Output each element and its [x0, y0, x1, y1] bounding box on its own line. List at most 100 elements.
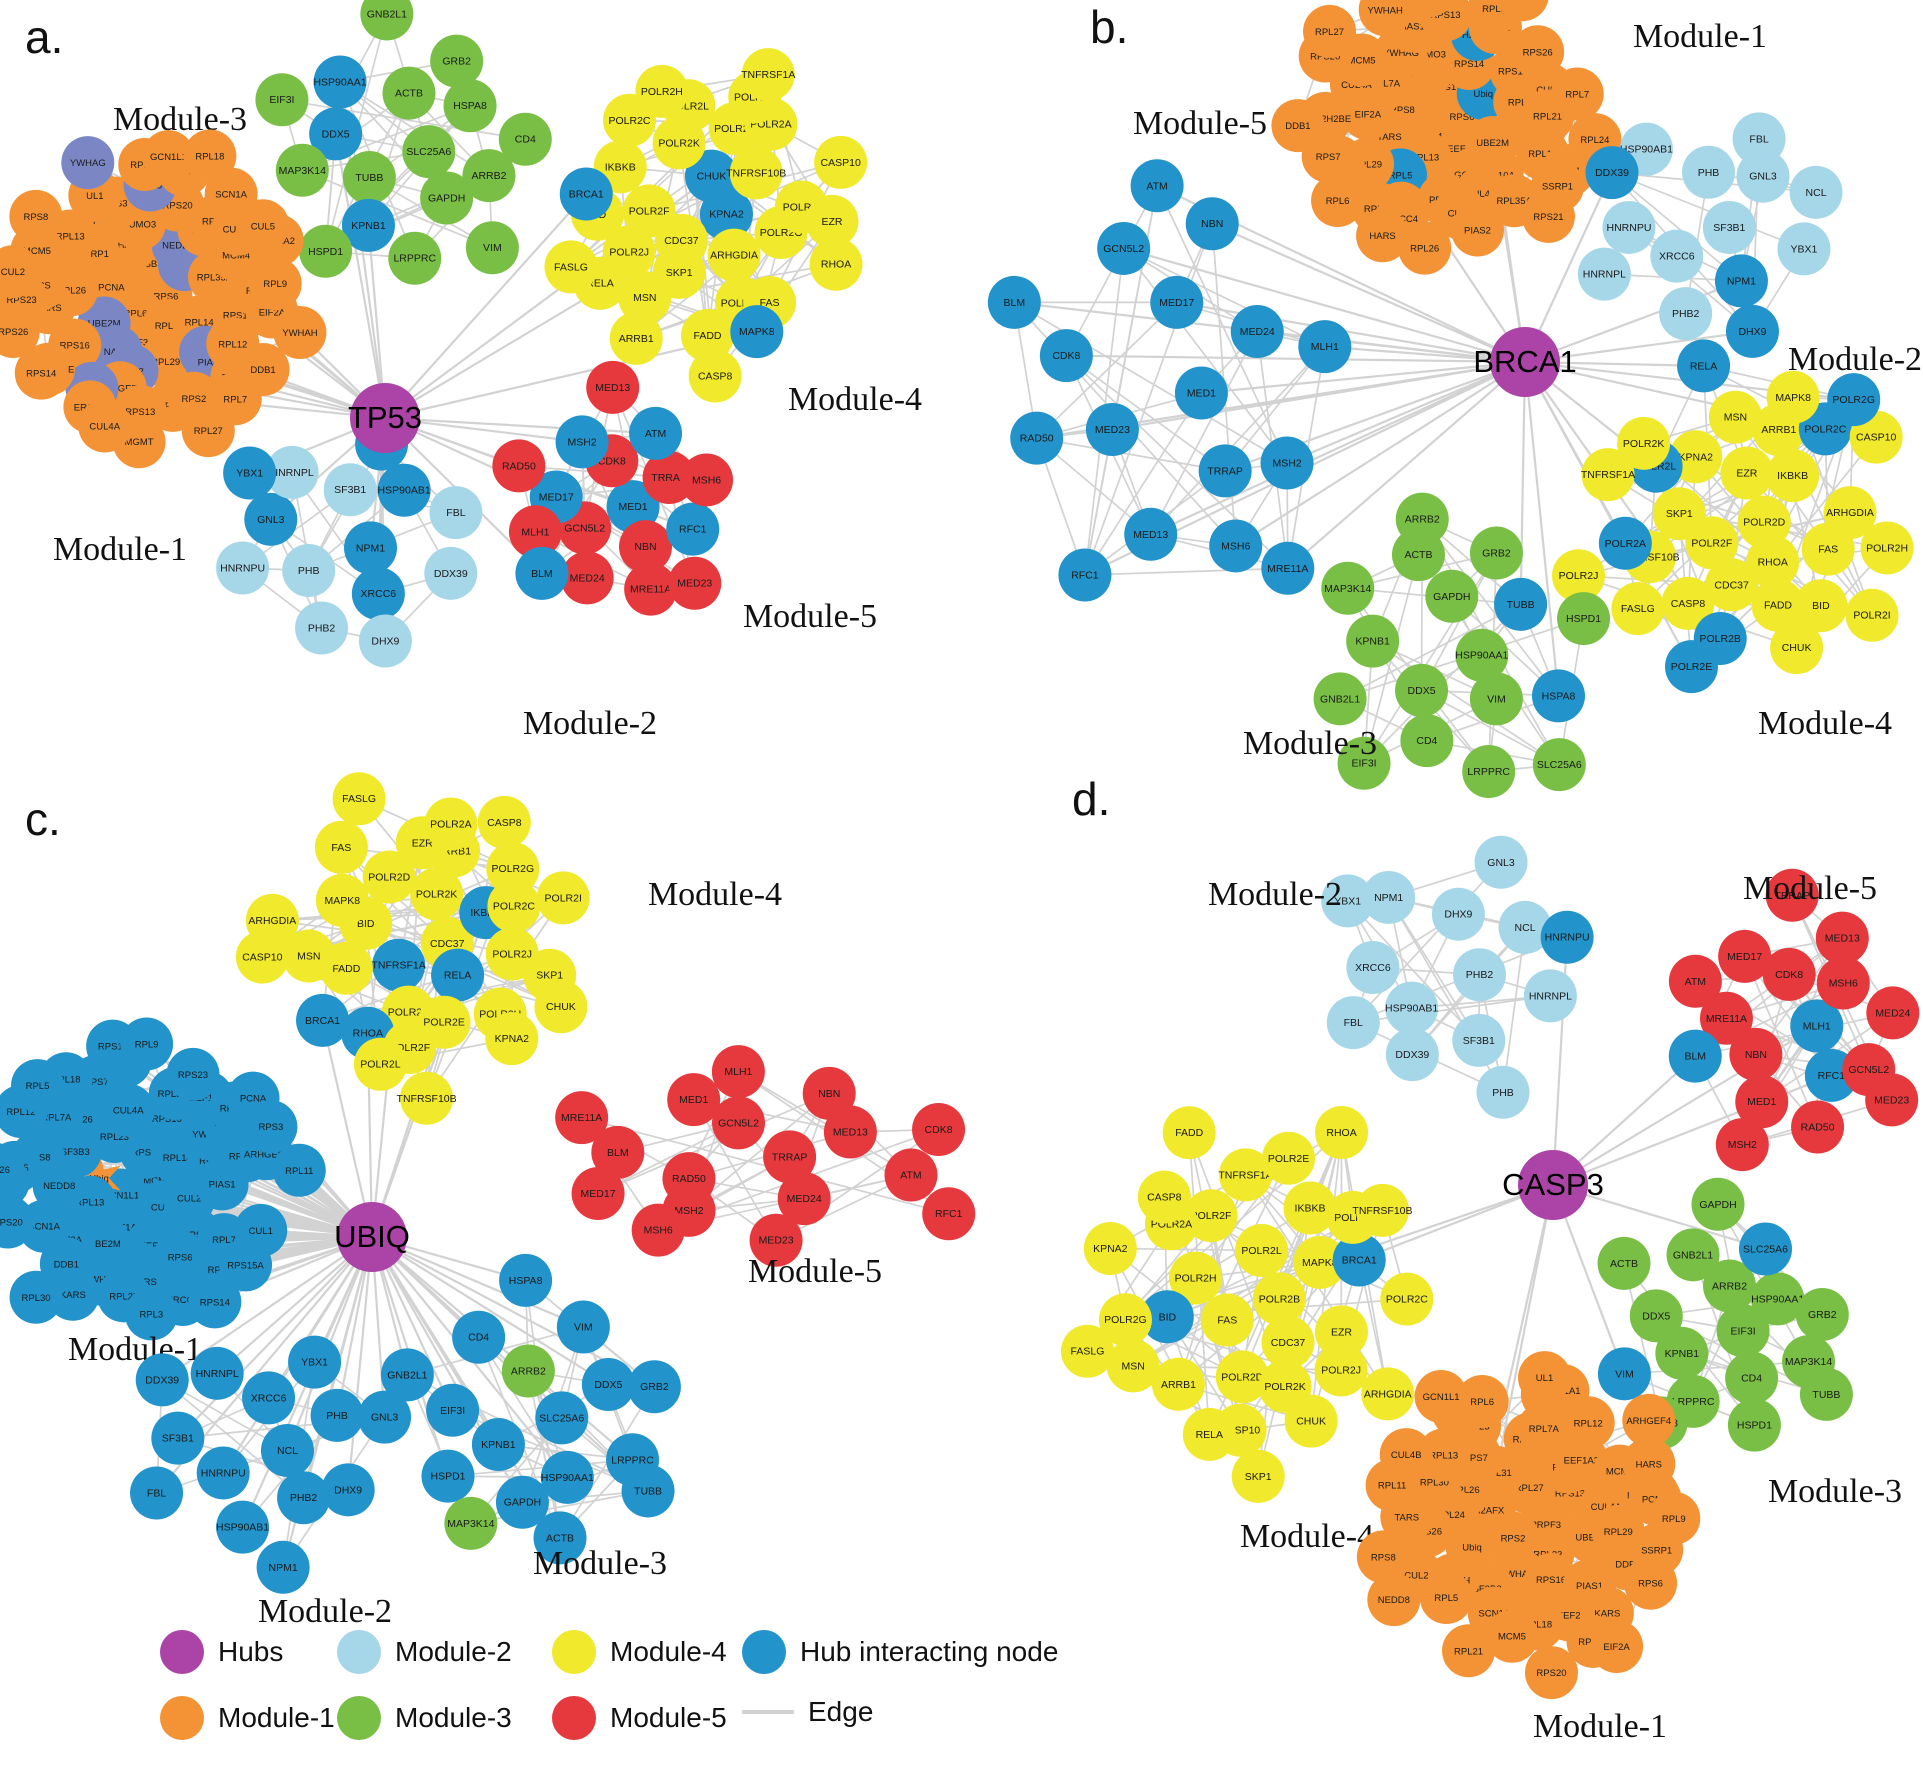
node-RPL9 [248, 257, 302, 311]
node-FASLG [1611, 582, 1665, 636]
node-MLH1 [711, 1045, 765, 1099]
edge [1013, 301, 1288, 464]
node-MED23 [668, 556, 722, 610]
node-GNB2L1 [360, 0, 414, 41]
node-LRPPRC [388, 231, 442, 285]
node-MSH2 [1260, 436, 1314, 490]
node-HSP90AB1 [377, 463, 431, 517]
node-FBL [1326, 996, 1380, 1050]
node-MSN [282, 929, 336, 983]
node-GRB2 [1469, 526, 1523, 580]
node-NBN [802, 1066, 856, 1120]
node-NBN [1185, 197, 1239, 251]
node-RHOA [809, 237, 863, 291]
hub-node-UBIQ [337, 1202, 407, 1272]
node-NEDD8 [1367, 1573, 1421, 1627]
node-NCL [1789, 165, 1843, 219]
edge [1065, 354, 1226, 472]
module-label-Module-1: Module-1 [1533, 1708, 1667, 1745]
node-ARHGDIA [707, 228, 761, 282]
legend-swatch-module5 [552, 1696, 596, 1740]
legend-edge-line [742, 1710, 794, 1714]
edge [1339, 603, 1522, 700]
node-RELA [1677, 339, 1731, 393]
node-MED17 [1718, 929, 1772, 983]
node-FASLG [1060, 1324, 1114, 1378]
node-KPNB1 [1655, 1326, 1709, 1380]
node-POLR2I [536, 871, 590, 925]
node-FBL [130, 1466, 184, 1520]
node-FADD [1751, 578, 1805, 632]
node-MED13 [823, 1105, 877, 1159]
node-RPS3 [244, 1100, 298, 1154]
node-MSH2 [1715, 1118, 1769, 1172]
edge [1387, 896, 1480, 1041]
node-MCM5 [1485, 1609, 1539, 1663]
node-RPL11 [272, 1143, 326, 1197]
node-NPM1 [1362, 870, 1416, 924]
hub-edge [1176, 301, 1526, 364]
node-DHX9 [358, 614, 412, 668]
node-SLC25A6 [1739, 1222, 1793, 1276]
node-RPL27 [1303, 4, 1357, 58]
node-RPL5 [11, 1059, 65, 1113]
node-HNRNPU [1540, 910, 1594, 964]
node-HSP90AA1 [1751, 1272, 1805, 1326]
node-TRRAP [1765, 868, 1819, 922]
node-TNFRSF1A [1581, 448, 1635, 502]
node-CDC37 [1261, 1315, 1315, 1369]
node-HARS [1356, 209, 1410, 263]
node-TUBB [1799, 1367, 1853, 1421]
node-MED1 [1174, 366, 1228, 420]
node-POLR2K [1617, 416, 1671, 470]
module-label-Module-1: Module-1 [53, 531, 187, 568]
node-MLH1 [508, 505, 562, 559]
node-BID [1794, 579, 1848, 633]
node-YWHAH [273, 305, 327, 359]
edge [527, 1370, 561, 1539]
hub-edge [347, 1236, 374, 1490]
node-EZR [1720, 446, 1774, 500]
hub-node-BRCA1 [1490, 327, 1560, 397]
edge [470, 1490, 649, 1525]
node-MSH2 [555, 415, 609, 469]
node-ARRB1 [1151, 1357, 1205, 1411]
node-MAPK8 [730, 305, 784, 359]
node-CASP8 [688, 349, 742, 403]
node-PHB2 [277, 1471, 331, 1525]
node-MED24 [560, 551, 614, 605]
node-LRPPRC [1462, 745, 1516, 799]
node-XRCC6 [1650, 229, 1704, 283]
module-label-Module-4: Module-4 [1758, 705, 1892, 742]
node-GCN5L2 [711, 1096, 765, 1150]
node-YBX1 [1777, 222, 1831, 276]
node-MRE11A [555, 1091, 609, 1145]
node-MSN [1708, 390, 1762, 444]
node-RFC1 [922, 1187, 976, 1241]
node-RELA [431, 948, 485, 1002]
hub-edge [371, 1236, 609, 1386]
node-KPNA2 [1083, 1222, 1137, 1276]
node-PHB [1476, 1065, 1530, 1119]
hub-edge [1201, 360, 1526, 395]
node-KPNB1 [471, 1418, 525, 1472]
node-PHB [310, 1388, 364, 1442]
node-VIM [465, 221, 519, 275]
node-RPS6 [1624, 1556, 1678, 1610]
node-RPL6 [1455, 1374, 1509, 1428]
module-label-Module-2: Module-2 [1208, 876, 1342, 913]
hub-node-TP53 [350, 383, 420, 453]
node-PCNA [1432, 0, 1467, 7]
node-GRB2 [1795, 1287, 1849, 1341]
node-SLC25A6 [402, 125, 456, 179]
node-MED24 [1230, 305, 1284, 359]
edge [1624, 1360, 1809, 1375]
node-RPS8 [1356, 1530, 1410, 1584]
node-ARHGDIA [1823, 486, 1877, 540]
edge [1421, 518, 1560, 697]
node-RPL21 [1442, 1624, 1496, 1678]
edge [301, 169, 493, 249]
node-TRRAP [763, 1130, 817, 1184]
node-RPS20 [0, 1195, 35, 1249]
